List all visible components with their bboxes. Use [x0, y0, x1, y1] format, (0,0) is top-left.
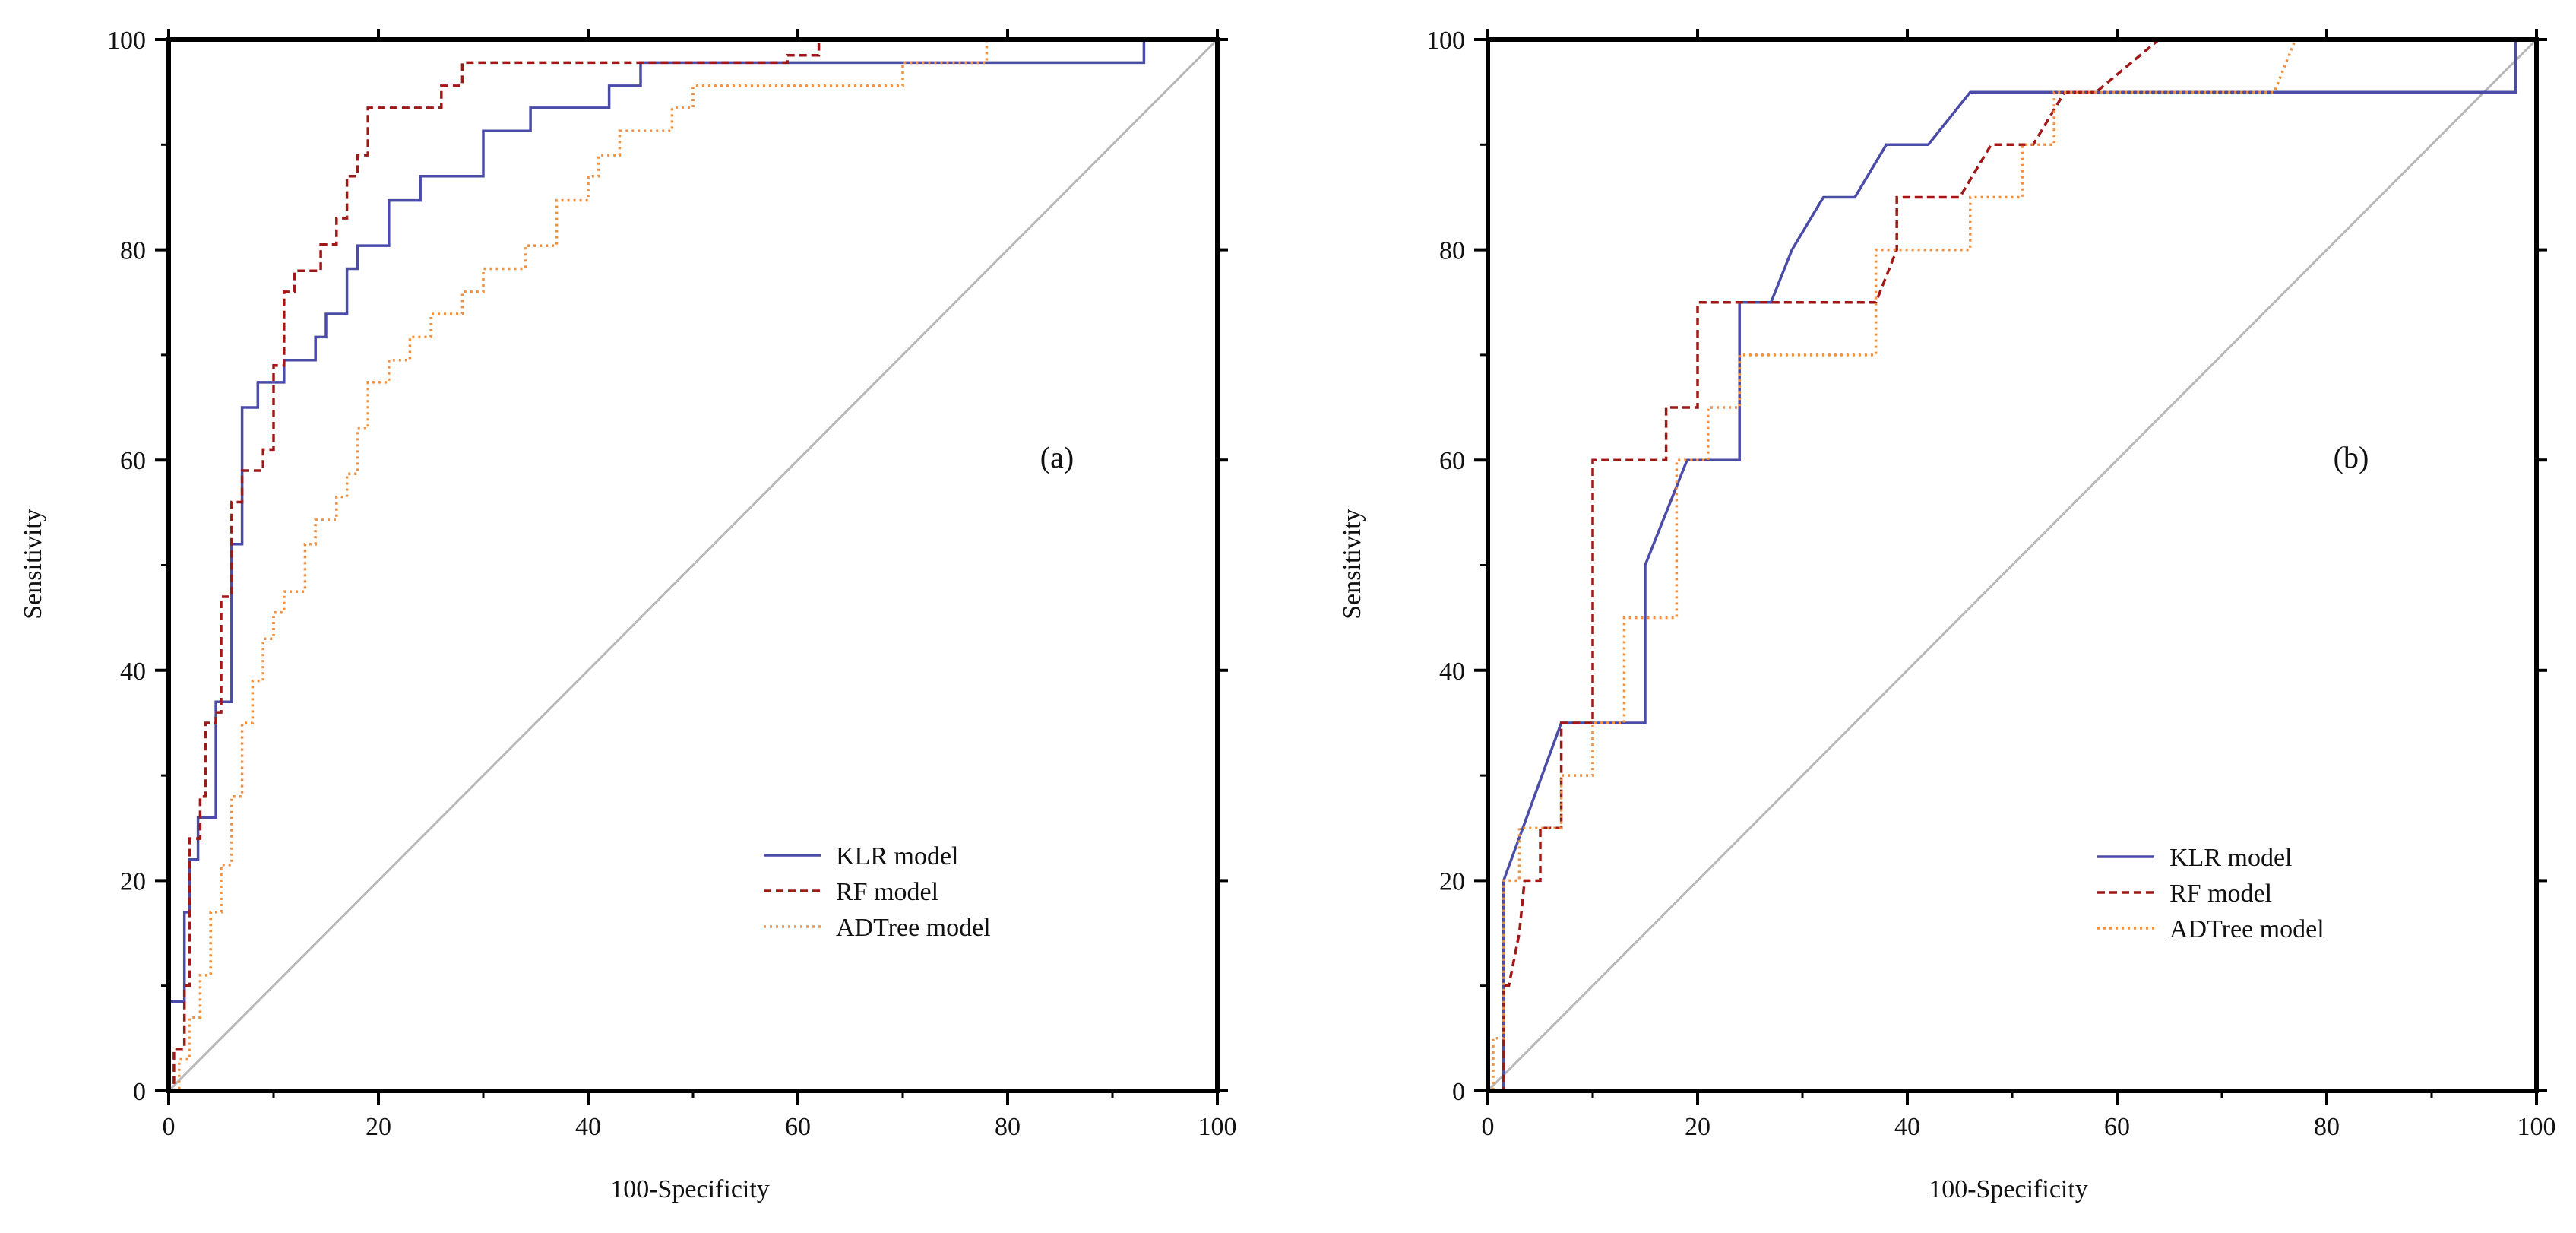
roc-panel-a: Sensitivity 100-Specificity (a) KLR mode… — [19, 27, 1237, 1203]
x-tick-label-80-a: 80 — [995, 1113, 1021, 1141]
y-tick-label-0-a: 0 — [133, 1078, 146, 1106]
roc-curve-klr-model-a — [167, 38, 1217, 1091]
y-tick-label-80-b: 80 — [1439, 237, 1465, 265]
x-tick-label-20-a: 20 — [366, 1113, 391, 1141]
legend-label-adtree-a: ADTree model — [836, 914, 991, 942]
x-tick-label-60-b: 60 — [2104, 1113, 2130, 1141]
x-tick-label-80-b: 80 — [2314, 1113, 2340, 1141]
y-tick-label-40-a: 40 — [120, 658, 146, 686]
x-tick-label-40-a: 40 — [575, 1113, 601, 1141]
roc-curve-adtree-model-a — [169, 38, 1217, 1092]
plot-area-a — [167, 38, 1219, 1092]
plot-area-b — [1486, 38, 2538, 1092]
x-tick-label-0-b: 0 — [1482, 1113, 1495, 1141]
reference-diagonal-a — [167, 38, 1219, 1092]
x-axis-title-b: 100-Specificity — [1929, 1175, 2088, 1203]
panel-label-a: (a) — [1040, 440, 1074, 474]
x-tick-label-100-b: 100 — [2517, 1113, 2556, 1141]
roc-panel-b: Sensitivity 100-Specificity (b) KLR mode… — [1338, 27, 2556, 1203]
y-axis-title-b: Sensitivity — [1338, 509, 1366, 619]
y-tick-label-80-a: 80 — [120, 237, 146, 265]
roc-curve-adtree-model-b — [1488, 38, 2536, 1092]
y-tick-label-60-a: 60 — [120, 447, 146, 475]
y-tick-label-0-b: 0 — [1452, 1078, 1465, 1106]
roc-curve-rf-model-a — [169, 38, 1217, 1092]
x-tick-label-40-b: 40 — [1894, 1113, 1920, 1141]
y-tick-label-60-b: 60 — [1439, 447, 1465, 475]
legend-label-klr-a: KLR model — [836, 842, 958, 870]
y-tick-label-40-b: 40 — [1439, 658, 1465, 686]
y-axis-title-a: Sensitivity — [19, 509, 47, 619]
legend-label-rf-a: RF model — [836, 878, 938, 906]
x-tick-label-60-a: 60 — [785, 1113, 811, 1141]
y-tick-label-100-a: 100 — [107, 27, 146, 55]
legend-label-adtree-b: ADTree model — [2169, 915, 2324, 943]
reference-diagonal-b — [1486, 38, 2538, 1092]
legend-b: KLR model RF model ADTree model — [2097, 844, 2324, 943]
legend-a: KLR model RF model ADTree model — [764, 842, 991, 942]
x-tick-label-0-a: 0 — [163, 1113, 176, 1141]
legend-label-klr-b: KLR model — [2169, 844, 2292, 872]
x-axis-title-a: 100-Specificity — [610, 1175, 770, 1203]
y-tick-label-20-a: 20 — [120, 867, 146, 895]
x-tick-label-20-b: 20 — [1685, 1113, 1710, 1141]
x-tick-label-100-a: 100 — [1198, 1113, 1237, 1141]
y-tick-label-20-b: 20 — [1439, 867, 1465, 895]
legend-label-rf-b: RF model — [2169, 880, 2272, 908]
panel-label-b: (b) — [2334, 440, 2369, 474]
y-tick-label-100-b: 100 — [1426, 27, 1465, 55]
